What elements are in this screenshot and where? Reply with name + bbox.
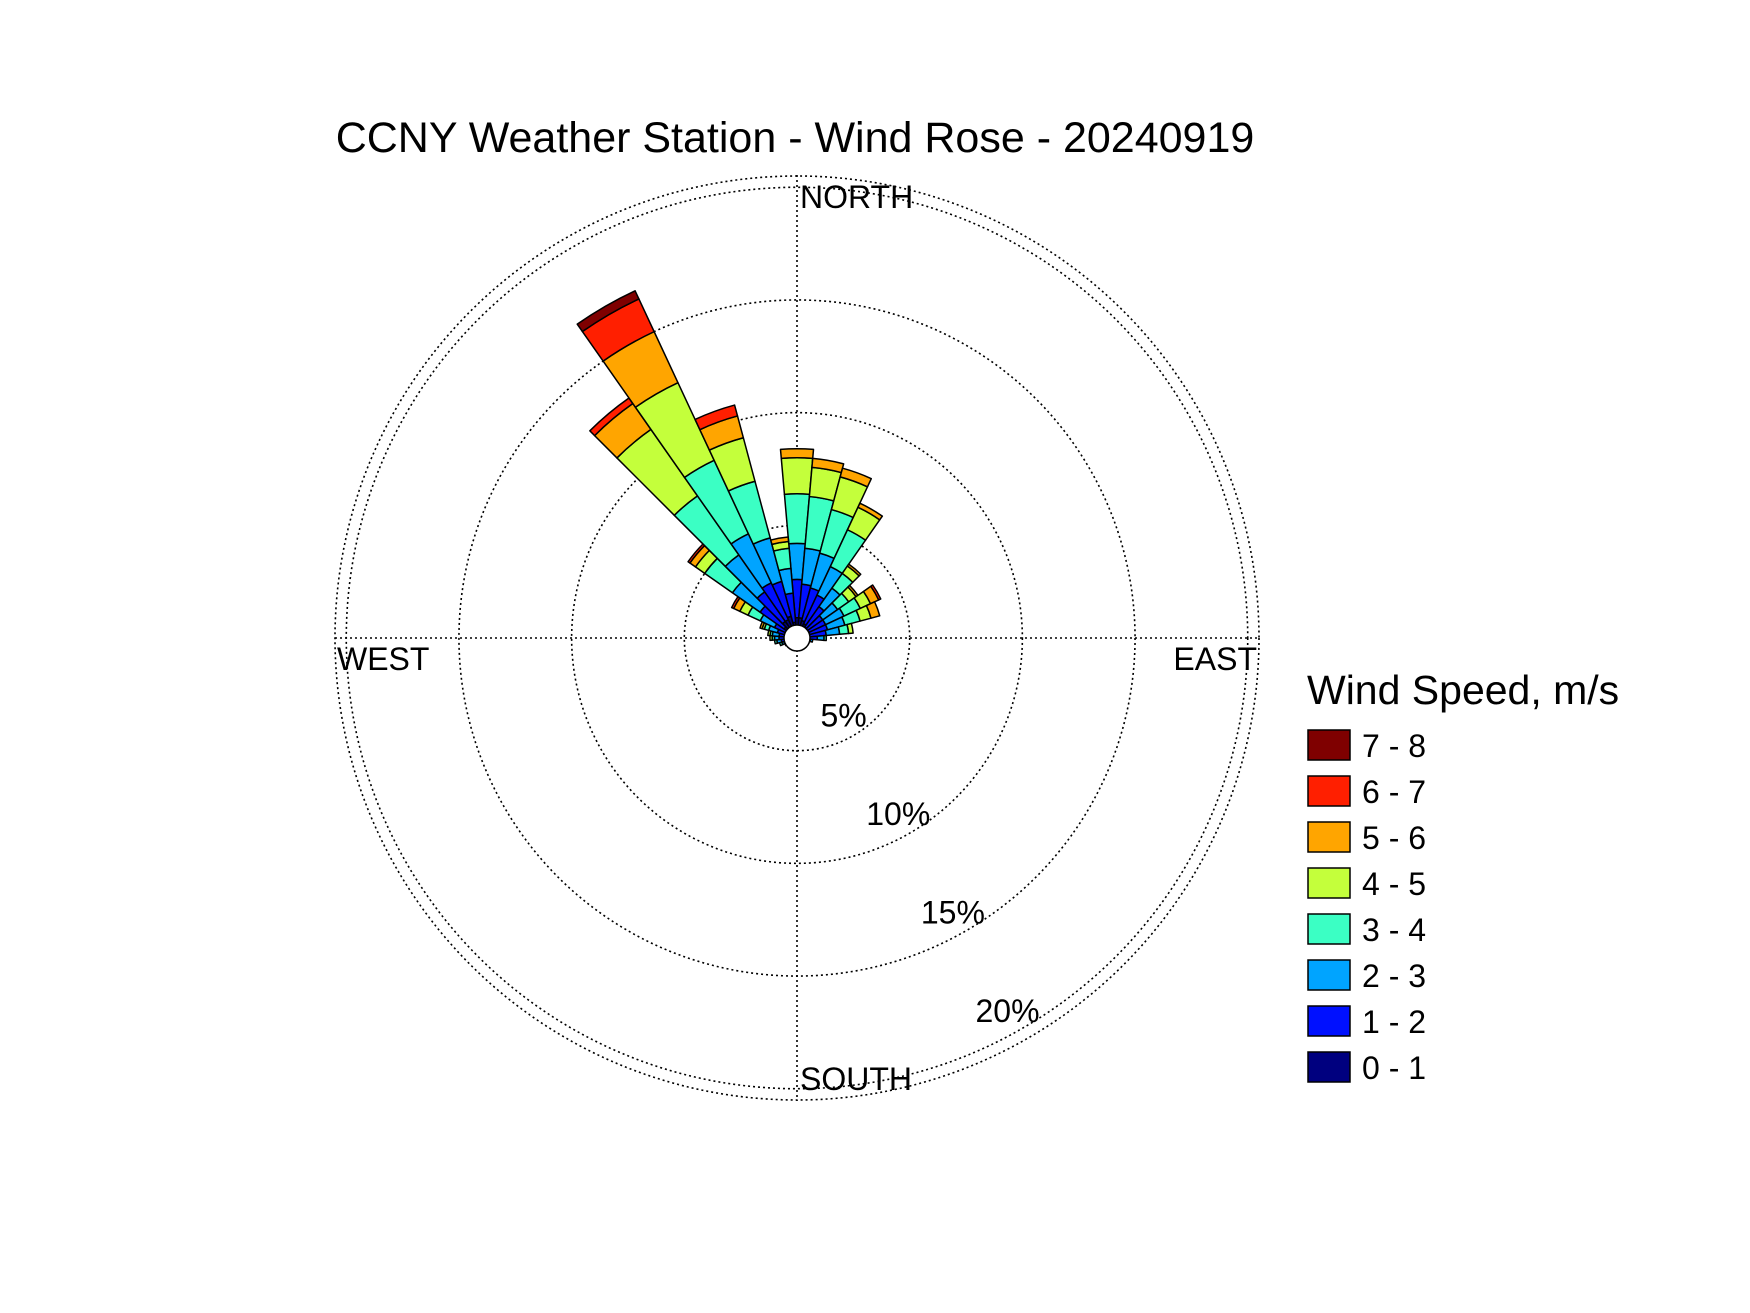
ring-15 [458,299,1136,977]
legend-swatch-3 [1307,913,1351,945]
label-west: WEST [337,641,429,677]
sector-20-bin-5 [839,467,873,488]
sector-60-bin-6 [870,584,882,601]
legend-swatch-7 [1307,729,1351,761]
ring-outer [334,175,1260,1101]
legend-swatch-0 [1307,1051,1351,1083]
tick-label-20: 20% [975,993,1039,1029]
radial-tick-labels: 5% 10% 15% 20% [821,698,1040,1030]
ring-20 [345,186,1249,1090]
legend-label-6: 6 - 7 [1362,774,1426,810]
tick-label-5: 5% [821,698,867,734]
legend-swatch-2 [1307,959,1351,991]
legend-label-7: 7 - 8 [1362,728,1426,764]
legend-label-3: 3 - 4 [1362,912,1426,948]
legend-swatch-4 [1307,867,1351,899]
sector-80-bin-4 [846,622,854,635]
ring-10 [570,411,1024,865]
legend-label-1: 1 - 2 [1362,1004,1426,1040]
legend-swatch-5 [1307,821,1351,853]
sector-350-bin-5 [770,536,790,546]
legend-swatch-1 [1307,1005,1351,1037]
sector-330-bin-7 [576,290,640,333]
label-south: SOUTH [800,1061,912,1097]
tick-label-15: 15% [921,895,985,931]
legend-label-2: 2 - 3 [1362,958,1426,994]
sector-90-bin-3 [823,634,828,642]
sector-90-bin-2 [816,634,825,642]
legend-label-0: 0 - 1 [1362,1050,1426,1086]
label-north: NORTH [800,179,913,215]
legend: Wind Speed, m/s 7 - 8 6 - 7 5 - 6 4 - 5 3 - … [1307,667,1619,1086]
label-east: EAST [1173,641,1257,677]
sector-70-bin-5 [865,601,881,619]
legend-label-5: 5 - 6 [1362,820,1426,856]
calm-center [783,624,811,652]
radial-rings [334,175,1260,1101]
sector-10-bin-5 [811,457,845,474]
chart-title: CCNY Weather Station - Wind Rose - 20240… [336,114,1255,162]
sector-0-bin-5 [779,447,815,460]
sector-340-bin-6 [694,404,739,431]
wind-sectors [576,290,884,647]
sector-40-bin-5 [846,563,862,577]
sector-30-bin-5 [857,502,884,521]
tick-label-10: 10% [866,796,930,832]
polar-grid [335,175,1260,1101]
legend-title: Wind Speed, m/s [1307,667,1619,713]
sector-0-bin-4 [780,456,814,496]
legend-swatch-6 [1307,775,1351,807]
legend-label-4: 4 - 5 [1362,866,1426,902]
